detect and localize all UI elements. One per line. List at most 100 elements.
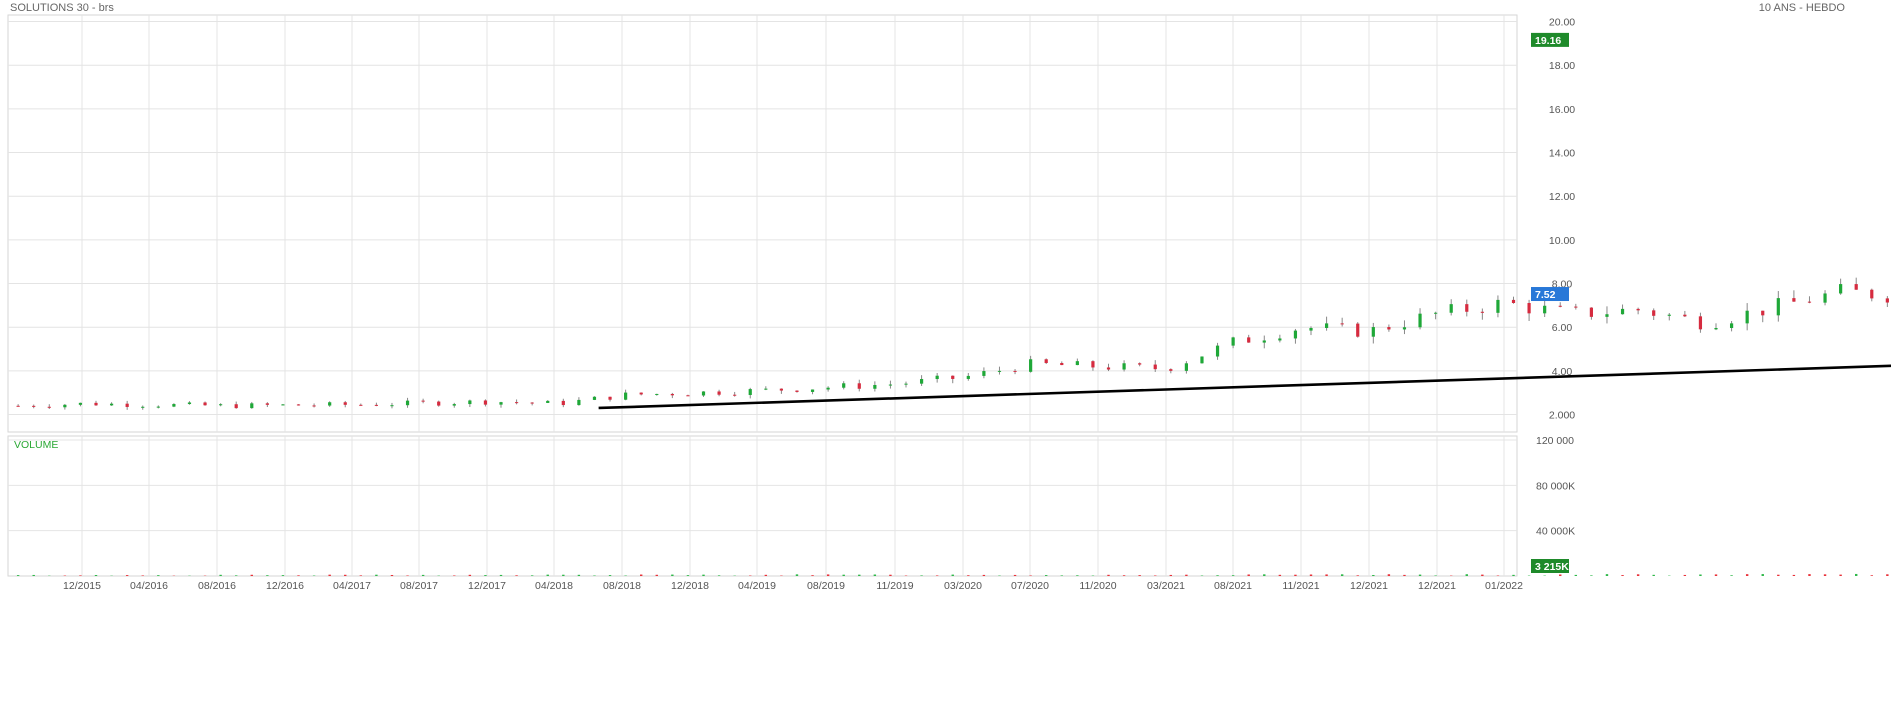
- price-panel-frame: [7, 14, 1518, 433]
- volume-bar: [344, 574, 347, 576]
- volume-bar: [1745, 574, 1749, 576]
- high-price-badge-bg: [1531, 32, 1569, 47]
- volume-tick-label: 120 000: [1536, 435, 1574, 447]
- candle-body: [1356, 323, 1360, 337]
- candle-body: [172, 404, 176, 407]
- price-candles: [16, 277, 1889, 410]
- candle-body: [296, 404, 301, 406]
- candle-body: [1309, 327, 1313, 331]
- volume-bar: [328, 574, 331, 576]
- volume-bar: [546, 574, 549, 576]
- x-tick-label: 07/2020: [1011, 580, 1049, 592]
- candle-body: [1247, 337, 1251, 343]
- price-tick-label: 14.00: [1549, 148, 1575, 160]
- candle-body: [1745, 310, 1749, 324]
- volume-bar: [1839, 574, 1842, 576]
- candle-body: [686, 395, 690, 397]
- candle-body: [499, 402, 503, 405]
- volume-tick-label: 40 000K: [1536, 526, 1575, 538]
- last-volume-badge: 3 215K: [1535, 561, 1569, 573]
- x-tick-label: 04/2019: [738, 580, 776, 592]
- volume-bar: [640, 574, 643, 576]
- candle-body: [343, 402, 347, 405]
- x-tick-label: 12/2016: [266, 580, 304, 592]
- candle-body: [1091, 361, 1095, 368]
- volume-bar: [795, 574, 799, 576]
- x-tick-label: 08/2018: [603, 580, 641, 592]
- last-price-badge-bg: [1531, 287, 1569, 302]
- x-tick-label: 03/2020: [944, 580, 982, 592]
- volume-bar: [1590, 575, 1593, 576]
- candle-body: [250, 403, 254, 409]
- volume-bar: [562, 574, 565, 576]
- volume-bar: [281, 575, 285, 576]
- candle-body: [1044, 359, 1048, 364]
- volume-bar: [1855, 573, 1858, 576]
- candle-body: [608, 396, 612, 400]
- candle-body: [328, 402, 332, 406]
- candle-body: [873, 384, 877, 389]
- volume-bar: [484, 575, 487, 576]
- volume-bar: [297, 575, 300, 576]
- volume-bar: [1465, 574, 1468, 576]
- volume-title: VOLUME: [14, 439, 58, 451]
- volume-bar: [359, 575, 363, 576]
- candle-body: [1324, 323, 1329, 328]
- candle-body: [717, 391, 721, 395]
- volume-bar: [1403, 574, 1406, 576]
- x-tick-label: 12/2017: [468, 580, 506, 592]
- volume-bar: [1076, 575, 1079, 576]
- candle-body: [1480, 311, 1484, 313]
- chart-period: 10 ANS - HEBDO: [1758, 2, 1845, 14]
- candle-body: [265, 403, 269, 405]
- candle-body: [1106, 367, 1111, 370]
- volume-bar: [235, 575, 238, 576]
- candle-body: [1683, 314, 1687, 317]
- volume-bar: [250, 574, 253, 576]
- volume-bar: [1481, 574, 1484, 576]
- volume-bar: [1138, 575, 1141, 576]
- candle-body: [374, 404, 378, 406]
- volume-bars: [16, 573, 1889, 576]
- volume-bar: [515, 575, 518, 576]
- volume-bar: [219, 574, 222, 576]
- volume-bar: [94, 575, 98, 576]
- last-volume-badge-bg: [1531, 559, 1569, 573]
- candle-body: [624, 392, 628, 400]
- candle-body: [281, 404, 285, 406]
- volume-bar: [1060, 575, 1063, 576]
- volume-bar: [79, 575, 82, 576]
- x-tick-label: 03/2021: [1147, 580, 1185, 592]
- volume-bar: [499, 574, 503, 576]
- x-tick-label: 11/2019: [876, 580, 913, 592]
- candle-body: [1231, 337, 1235, 346]
- candle-body: [47, 406, 51, 408]
- price-tick-label: 18.00: [1549, 60, 1575, 72]
- candle-body: [1215, 345, 1220, 357]
- candle-body: [904, 383, 908, 385]
- candle-body: [1278, 338, 1282, 341]
- volume-bar: [1761, 574, 1764, 576]
- candle-body: [1558, 305, 1562, 307]
- candle-body: [109, 403, 114, 406]
- volume-bar: [390, 574, 394, 576]
- volume-bar: [1730, 575, 1733, 576]
- volume-bar: [577, 574, 581, 576]
- volume-bar: [1247, 574, 1250, 576]
- volume-bar: [811, 575, 814, 576]
- volume-bar: [842, 574, 845, 576]
- candle-body: [32, 405, 36, 407]
- candle-body: [1075, 361, 1079, 366]
- x-tick-label: 01/2022: [1485, 580, 1523, 592]
- candle-body: [561, 400, 565, 406]
- candle-body: [1870, 289, 1874, 299]
- volume-bar: [951, 574, 954, 576]
- volume-bar: [671, 574, 674, 576]
- x-tick-label: 04/2016: [130, 580, 168, 592]
- volume-bar: [1823, 574, 1827, 576]
- candle-body: [1729, 323, 1734, 329]
- candle-body: [483, 400, 488, 405]
- volume-bar: [1605, 574, 1609, 576]
- candle-body: [1060, 363, 1064, 366]
